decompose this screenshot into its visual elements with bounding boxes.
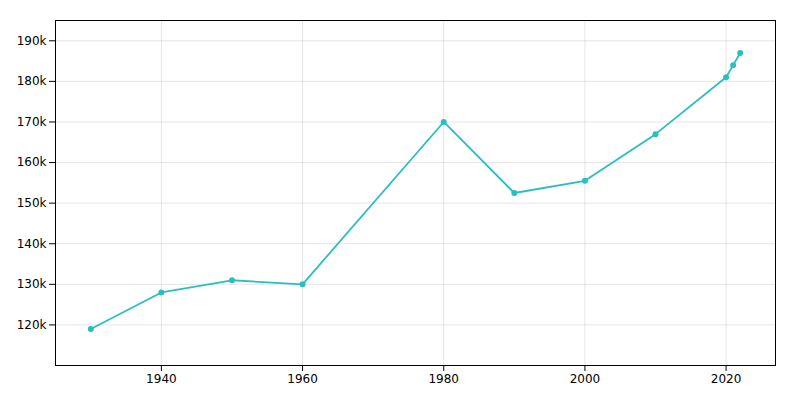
- svg-text:190k: 190k: [17, 34, 47, 48]
- svg-text:1960: 1960: [287, 372, 318, 386]
- svg-text:2000: 2000: [570, 372, 601, 386]
- svg-text:1980: 1980: [428, 372, 459, 386]
- svg-text:120k: 120k: [17, 318, 47, 332]
- svg-text:140k: 140k: [17, 237, 47, 251]
- svg-text:130k: 130k: [17, 277, 47, 291]
- svg-text:180k: 180k: [17, 74, 47, 88]
- svg-text:1940: 1940: [146, 372, 177, 386]
- svg-text:2020: 2020: [711, 372, 742, 386]
- svg-text:150k: 150k: [17, 196, 47, 210]
- svg-text:170k: 170k: [17, 115, 47, 129]
- svg-text:160k: 160k: [17, 155, 47, 169]
